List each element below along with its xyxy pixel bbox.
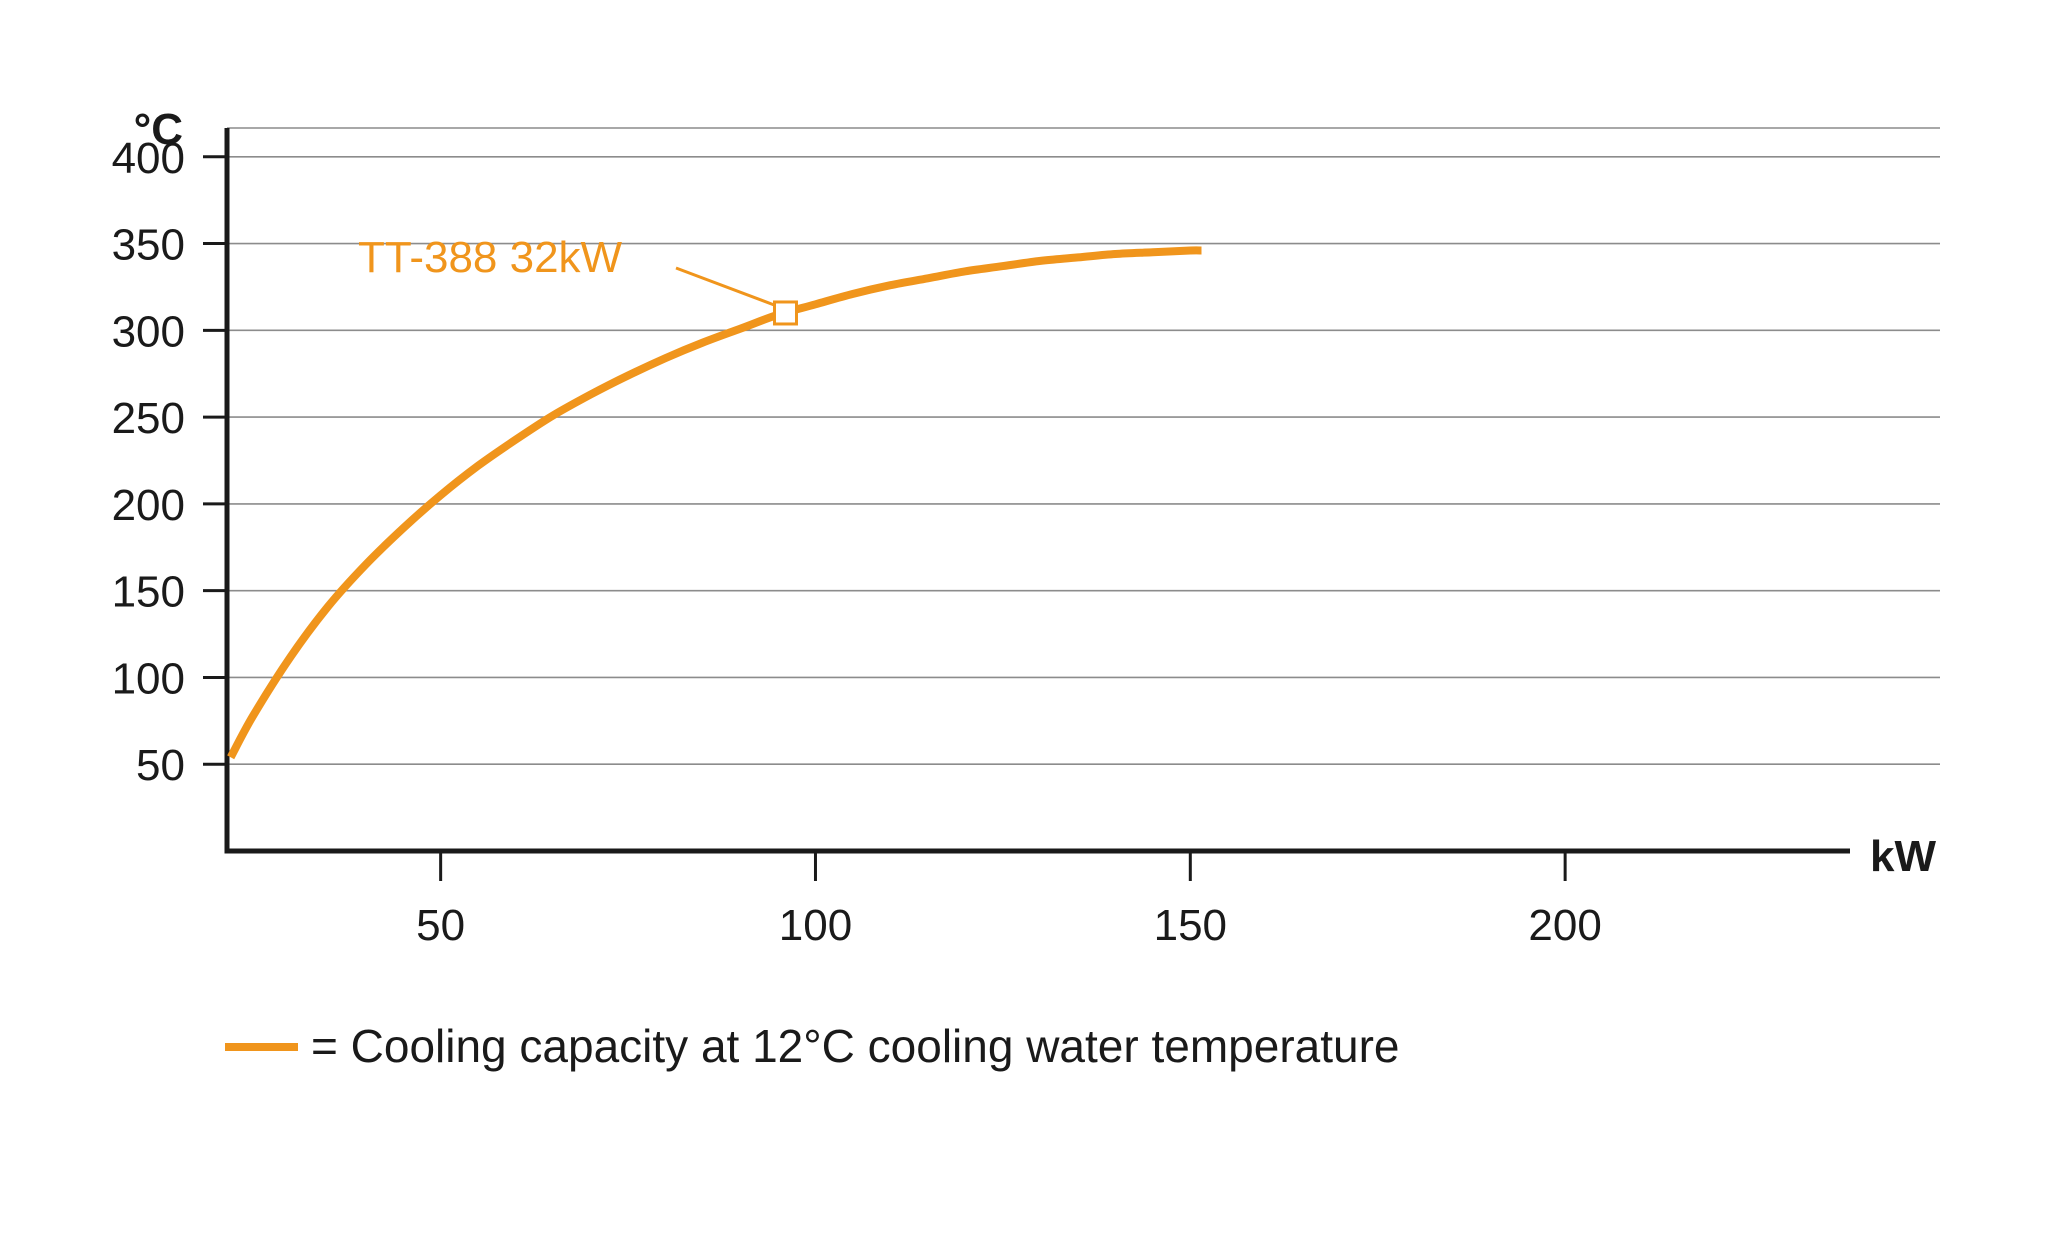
y-tick-label: 350 xyxy=(112,221,185,270)
x-tick-labels: 50 100 150 200 xyxy=(416,901,1602,950)
series-line-0 xyxy=(227,246,1202,760)
annotation-leader-line xyxy=(675,266,781,309)
legend: = Cooling capacity at 12°C cooling water… xyxy=(225,1020,1399,1072)
x-axis-unit-label: kW xyxy=(1870,832,1936,881)
y-tick-label: 200 xyxy=(112,481,185,530)
y-tick-label: 250 xyxy=(112,394,185,443)
x-tick-label: 50 xyxy=(416,901,465,950)
y-axis-unit-label: °C xyxy=(134,105,183,154)
y-tick-label: 300 xyxy=(112,307,185,356)
annotations: TT-388 32kW xyxy=(358,233,798,326)
axes: °C kW xyxy=(134,105,1936,881)
x-tick-label: 150 xyxy=(1154,901,1227,950)
y-tick-label: 50 xyxy=(136,741,185,790)
legend-label: = Cooling capacity at 12°C cooling water… xyxy=(311,1020,1399,1072)
y-tick-label: 150 xyxy=(112,568,185,617)
x-tick-label: 100 xyxy=(779,901,852,950)
y-tick-label: 100 xyxy=(112,654,185,703)
annotation-label: TT-388 32kW xyxy=(358,233,623,282)
annotation-marker xyxy=(772,300,798,326)
grid-lines xyxy=(227,127,1940,766)
y-tick-labels: 50 100 150 200 250 300 350 400 xyxy=(112,134,185,790)
series xyxy=(227,246,1202,760)
x-tick-label: 200 xyxy=(1528,901,1601,950)
y-tick-label: 400 xyxy=(112,134,185,183)
